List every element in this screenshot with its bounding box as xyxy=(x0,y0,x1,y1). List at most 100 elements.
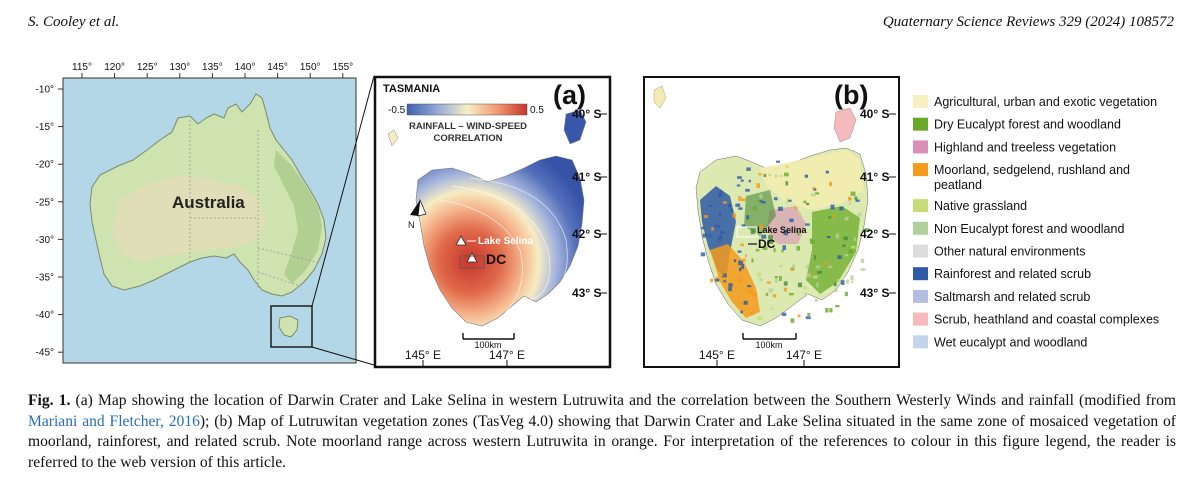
legend-swatch xyxy=(913,140,928,154)
king-island-b xyxy=(653,85,667,109)
legend-item: Non Eucalypt forest and woodland xyxy=(913,221,1124,236)
lat-label: 43° S xyxy=(860,286,889,300)
flinders-island xyxy=(563,109,587,145)
legend-label: Moorland, sedgelend, rushland and xyxy=(934,163,1130,177)
legend-swatch xyxy=(913,95,928,108)
legend-label: Native grassland xyxy=(934,199,1027,213)
site-label-dc-b: DC xyxy=(758,237,776,251)
caption-fig-label: Fig. 1. xyxy=(28,392,71,409)
running-header-journal: Quaternary Science Reviews 329 (2024) 10… xyxy=(882,14,1174,30)
panel-a-letter: (a) xyxy=(553,80,586,110)
lat-tick-label: -35° xyxy=(36,273,54,284)
lat-label: 41° S xyxy=(860,170,889,184)
zoom-line-top xyxy=(311,75,375,307)
panel-a-title: TASMANIA xyxy=(383,83,440,95)
vegetation-legend: Agricultural, urban and exotic vegetatio… xyxy=(913,95,1159,349)
lon-tick-label: 120° xyxy=(104,62,125,73)
scale-title-2: CORRELATION xyxy=(434,133,503,144)
tasmania-inset-box xyxy=(270,305,313,348)
lon-tick-label: 135° xyxy=(202,62,223,73)
veg-moorland-southwest xyxy=(710,244,760,318)
lon-tick-label: 155° xyxy=(332,62,353,73)
legend-label: Saltmarsh and related scrub xyxy=(934,290,1090,304)
figure-1: 115° 120° 125° 130° 135° 140° 145° 150° 155° -10°… xyxy=(36,62,1159,369)
lon-tick-label: 115° xyxy=(72,62,92,73)
legend-label: Other natural environments xyxy=(934,245,1085,259)
panel-b: (b) Lake Selina DC 40° S 41° S 42° S 43° S 1… xyxy=(643,76,900,368)
dry-interior xyxy=(112,176,266,262)
king-island xyxy=(387,129,399,147)
lat-tick-label: -10° xyxy=(36,85,54,96)
north-label: N xyxy=(408,220,415,230)
lat-tick-label: -30° xyxy=(36,235,54,246)
legend-label: Scrub, heathland and coastal complexes xyxy=(934,313,1159,327)
legend-label: Rainforest and related scrub xyxy=(934,267,1091,281)
caption-text-2: ); (b) Map of Lutruwitan vegetation zone… xyxy=(28,412,1176,471)
legend-item: Scrub, heathland and coastal complexes xyxy=(913,312,1159,327)
legend-swatch xyxy=(913,199,928,213)
site-marker-dc xyxy=(466,252,478,263)
lat-tick-label: -40° xyxy=(36,310,54,321)
tasmania-small xyxy=(278,315,299,338)
legend-item: Saltmarsh and related scrub xyxy=(913,289,1090,304)
scale-title-1: RAINFALL – WIND-SPEED xyxy=(409,121,527,132)
legend-item: Dry Eucalypt forest and woodland xyxy=(913,117,1121,132)
zoom-line-bottom xyxy=(311,346,375,366)
legend-label: Dry Eucalypt forest and woodland xyxy=(934,118,1121,132)
veg-northeast-agric xyxy=(760,150,864,210)
site-label-dc: DC xyxy=(486,251,506,267)
legend-swatch xyxy=(913,267,928,281)
legend-swatch xyxy=(913,163,928,177)
legend-item: Highland and treeless vegetation xyxy=(913,140,1116,154)
legend-label-line2: peatland xyxy=(934,178,982,192)
lat-tick-label: -15° xyxy=(36,122,54,133)
legend-item: Agricultural, urban and exotic vegetatio… xyxy=(913,95,1157,109)
site-marker-lake-selina xyxy=(455,235,467,246)
lon-label: 145° E xyxy=(405,348,441,362)
flinders-island-b xyxy=(833,107,857,143)
legend-item: Wet eucalypt and woodland xyxy=(913,335,1087,349)
panel-a: TASMANIA (a) -0.5 0.5 RAINFALL – WIND-SP… xyxy=(373,75,612,369)
scale-min: -0.5 xyxy=(388,105,406,116)
figure-caption: Fig. 1. (a) Map showing the location of … xyxy=(28,391,1176,473)
scale-max: 0.5 xyxy=(530,105,544,116)
legend-swatch xyxy=(913,335,928,349)
scale-bar-label-a: 100km xyxy=(474,340,501,350)
lat-tick-label: -25° xyxy=(36,197,54,208)
correlation-scale-bar xyxy=(406,103,528,116)
lat-label: 40° S xyxy=(572,107,601,121)
site-label-lake-selina: Lake Selina xyxy=(478,236,533,247)
legend-item: Native grassland xyxy=(913,199,1027,213)
lat-label: 43° S xyxy=(572,286,601,300)
veg-highland-central xyxy=(766,206,806,244)
lon-tick-label: 125° xyxy=(137,62,158,73)
running-header-authors: S. Cooley et al. xyxy=(28,14,120,30)
legend-item: Moorland, sedgelend, rushland andpeatlan… xyxy=(913,163,1130,192)
legend-swatch xyxy=(913,312,928,326)
site-label-lake-selina-b: Lake Selina xyxy=(757,225,808,235)
lon-label: 147° E xyxy=(786,348,822,362)
lon-tick-label: 130° xyxy=(169,62,190,73)
legend-swatch xyxy=(913,221,928,235)
legend-swatch xyxy=(913,244,928,258)
lat-tick-label: -45° xyxy=(36,348,54,359)
panel-b-letter: (b) xyxy=(834,80,868,110)
australia-label: Australia xyxy=(172,193,245,212)
veg-wet-eucalypt xyxy=(744,190,776,236)
legend-item: Other natural environments xyxy=(913,244,1085,259)
lon-label: 145° E xyxy=(699,348,735,362)
lat-tick-label: -20° xyxy=(36,160,54,171)
scale-bar-label-b: 100km xyxy=(755,340,782,350)
legend-label: Agricultural, urban and exotic vegetatio… xyxy=(934,95,1157,109)
legend-swatch xyxy=(913,289,928,303)
lon-tick-label: 150° xyxy=(300,62,321,73)
lat-label: 40° S xyxy=(860,107,889,121)
lon-tick-label: 140° xyxy=(235,62,256,73)
lon-tick-label: 145° xyxy=(267,62,288,73)
legend-label: Wet eucalypt and woodland xyxy=(934,335,1087,349)
lat-label: 42° S xyxy=(572,227,601,241)
legend-label: Non Eucalypt forest and woodland xyxy=(934,222,1124,236)
lat-label: 42° S xyxy=(860,227,889,241)
caption-reference-link[interactable]: Mariani and Fletcher, 2016 xyxy=(28,412,200,430)
lon-label: 147° E xyxy=(489,348,525,362)
